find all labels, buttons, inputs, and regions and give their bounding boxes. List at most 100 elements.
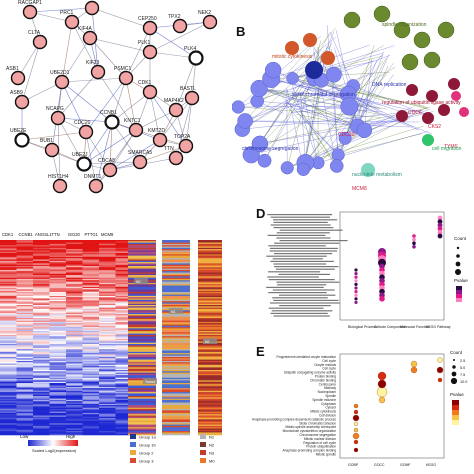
heatmap-cell [82,292,99,294]
heatmap-cell [66,388,83,390]
heatmap-cell [82,318,99,320]
annotation-cell [128,389,156,392]
annotation-cell [198,422,222,424]
heatmap-cell [0,385,17,388]
heatmap-cell [115,410,132,412]
heatmap-cell [66,376,83,379]
heatmap-cell [33,277,50,280]
heatmap-cell [82,305,99,307]
annotation-cell [128,333,156,336]
network-node [142,84,158,100]
heatmap-cell [66,290,83,293]
heatmap-cell [66,260,83,263]
annotation-cell [128,427,156,429]
heatmap-cell [115,364,132,367]
annotation-tag: Tumor [145,380,156,384]
heatmap-cell [99,358,116,360]
heatmap-cell [49,350,66,353]
enrichment-dot [410,366,418,374]
heatmap-cell [33,273,50,276]
heatmap-cell [33,280,50,282]
heatmap-cell [99,345,116,347]
go-edge [290,106,350,114]
heatmap-cell [49,432,66,434]
network-node [14,94,30,110]
heatmap-cell [99,275,116,277]
heatmap-cell [49,428,66,431]
enrichment-dot [353,409,359,415]
annotation-cell [128,355,156,358]
heatmap-cell [66,379,83,381]
heatmap-cell [0,360,17,363]
heatmap-cell [115,399,132,402]
heatmap-cell [0,308,17,311]
heatmap-cell [115,425,132,428]
heatmap-cell [82,341,99,343]
heatmap-cell [0,325,17,328]
heatmap-cell [33,314,50,316]
annotation-cell [162,407,190,410]
heatmap-cell [66,312,83,315]
heatmap-cell [0,249,17,251]
term-label: Anaphase-promoting complex-dependent cat… [252,417,336,421]
enrichment-dot [378,396,386,404]
heatmap-cell [16,422,33,424]
go-node-blue [237,113,253,129]
heatmap-cell [82,337,99,340]
heatmap-cell [66,310,83,312]
heatmap-cell [0,297,17,299]
annotation-cell [128,363,156,366]
network-node [172,18,188,34]
annotation-cell [198,416,222,419]
heatmap-cell [16,397,33,399]
heatmap-cell [66,268,83,271]
heatmap-cell [0,377,17,380]
heatmap-cell [82,355,99,358]
node-label: PLK1 [138,40,150,46]
heatmap-cell [66,433,83,436]
heatmap-cell [66,333,83,336]
heatmap-cell [49,372,66,375]
heatmap-cell [49,425,66,428]
heatmap-cell [82,332,99,334]
annotation-cell [198,410,222,412]
heatmap-cell [115,282,132,285]
heatmap-cell [16,323,33,325]
heatmap-cell [99,334,116,337]
heatmap-cell [99,284,116,286]
heatmap-cell [66,284,83,286]
heatmap-cell [0,266,17,268]
node-label: ASB9 [10,90,23,96]
heatmap-cell [66,288,83,290]
annotation-cell [198,286,222,289]
heatmap-cell [33,359,50,362]
heatmap-cell [16,418,33,420]
go-node-orange [303,33,317,47]
heatmap-cell [0,285,17,288]
annotation-cell [162,251,190,254]
annotation-cell [198,311,222,314]
heatmap-cell [0,418,17,420]
heatmap-cell [66,394,83,397]
heatmap-cell [82,243,99,246]
go-node-green [401,53,419,71]
annotation-cell [162,433,190,436]
heatmap-cell [99,327,116,329]
heatmap-cell [49,306,66,308]
heatmap-cell [16,423,33,425]
network-edge [149,51,197,59]
annotation-cell [128,311,156,314]
annotation-cell [162,350,190,353]
heatmap-cell [82,264,99,267]
annotation-cell [162,412,190,415]
heatmap-cell [49,331,66,333]
heatmap-cell [82,275,99,277]
heatmap-cell [82,398,99,401]
heatmap-cell [33,392,50,394]
network-node [132,154,148,170]
enrichment-dot [352,432,360,440]
heatmap-cell [0,357,17,359]
enrichment-dot [437,226,443,232]
heatmap-cell [66,303,83,306]
heatmap-cell [115,273,132,276]
